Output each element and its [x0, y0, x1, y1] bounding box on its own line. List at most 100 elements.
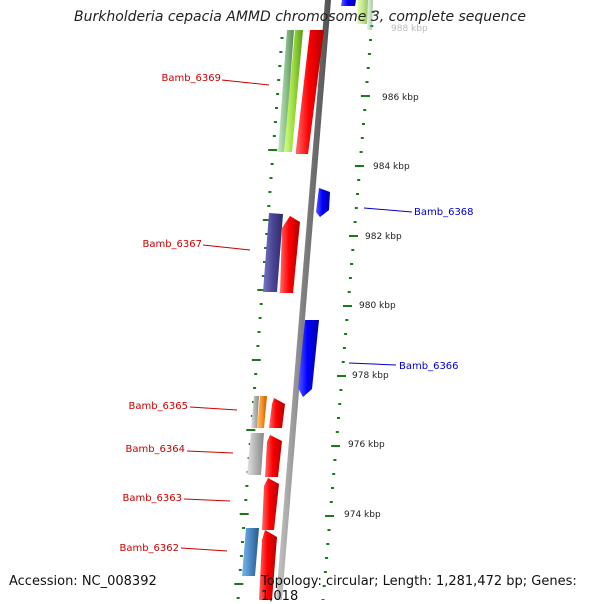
minor-tick: [360, 137, 364, 139]
major-tick: [268, 149, 278, 151]
minor-tick: [277, 79, 281, 81]
minor-tick: [365, 81, 369, 83]
minor-tick: [244, 499, 248, 501]
cds-red-reverse: [259, 530, 277, 600]
minor-tick: [357, 179, 361, 181]
gene-group-bamb-6363: [262, 478, 279, 530]
minor-tick: [323, 571, 327, 573]
ruler-label-982: 982 kbp: [365, 232, 402, 242]
gene-label-bamb-6367: Bamb_6367: [142, 239, 202, 250]
gene-group-bamb-6369: [278, 30, 324, 154]
minor-tick: [356, 193, 359, 195]
minor-tick: [347, 291, 351, 293]
major-tick: [349, 235, 358, 237]
minor-tick: [276, 93, 280, 95]
minor-tick: [267, 205, 271, 207]
minor-tick: [253, 387, 257, 389]
minor-tick: [273, 121, 277, 123]
major-tick: [251, 359, 261, 361]
minor-tick: [353, 221, 357, 223]
minor-tick: [354, 207, 358, 209]
minor-tick: [261, 275, 265, 277]
minor-tick: [338, 403, 342, 405]
minor-tick: [359, 151, 363, 153]
minor-tick: [280, 37, 284, 39]
minor-tick: [257, 331, 261, 333]
minor-tick: [242, 527, 246, 529]
outer-tick-track: [321, 11, 375, 600]
accession-text: Accession: NC_008392: [9, 574, 157, 589]
major-tick: [234, 583, 244, 585]
cds-red-reverse: [265, 435, 282, 477]
map-title: Burkholderia cepacia AMMD chromosome 3, …: [74, 9, 526, 25]
minor-tick: [326, 543, 330, 545]
gene-label-bamb-6368: Bamb_6368: [414, 207, 474, 218]
minor-tick: [278, 65, 282, 67]
major-tick: [257, 289, 267, 291]
minor-tick: [272, 135, 276, 137]
minor-tick: [362, 123, 365, 125]
minor-tick: [342, 347, 346, 349]
cds-bamb-6368: [316, 188, 330, 217]
minor-tick: [325, 557, 329, 559]
minor-tick: [339, 389, 343, 391]
minor-tick: [236, 597, 240, 599]
cds-red-reverse: [262, 478, 279, 530]
gene-label-bamb-6366: Bamb_6366: [399, 361, 459, 372]
minor-tick: [258, 317, 262, 319]
gene-label-bamb-6369: Bamb_6369: [161, 73, 221, 84]
minor-tick: [238, 569, 242, 571]
minor-tick: [335, 431, 339, 433]
cds-red-reverse: [269, 398, 285, 428]
ruler-label-980: 980 kbp: [359, 301, 396, 311]
minor-tick: [367, 53, 371, 55]
major-tick: [343, 305, 352, 307]
minor-tick: [332, 473, 336, 475]
gene-label-bamb-6363: Bamb_6363: [122, 493, 182, 504]
top-features: [341, 0, 373, 30]
minor-tick: [322, 585, 326, 587]
minor-tick: [341, 361, 345, 363]
minor-tick: [344, 333, 348, 335]
gene-group-bamb-6362: [242, 528, 277, 600]
minor-tick: [265, 233, 269, 235]
major-tick: [354, 165, 364, 167]
cds-grey: [251, 396, 259, 428]
minor-tick: [337, 417, 340, 419]
gene-label-bamb-6364: Bamb_6364: [125, 444, 185, 455]
cds-grey: [247, 433, 264, 475]
gene-group-bamb-6364: [247, 433, 282, 477]
minor-tick: [348, 277, 352, 279]
major-tick: [331, 445, 341, 447]
label-leaders: [180, 79, 413, 552]
minor-tick: [256, 345, 260, 347]
minor-tick: [327, 529, 331, 531]
minor-tick: [270, 163, 274, 165]
minor-tick: [369, 39, 373, 41]
minor-tick: [345, 319, 349, 321]
ruler-label-978: 978 kbp: [352, 371, 389, 381]
cds-sage: [278, 30, 294, 152]
major-tick: [239, 513, 249, 515]
minor-tick: [241, 541, 244, 543]
major-tick: [360, 95, 370, 97]
major-tick: [337, 375, 346, 377]
minor-tick: [350, 263, 354, 265]
ruler-label-984: 984 kbp: [373, 162, 410, 172]
ruler-label-974: 974 kbp: [344, 510, 381, 520]
ruler-label-988: 988 kbp: [391, 24, 428, 34]
minor-tick: [329, 501, 333, 503]
cds-orange: [257, 396, 267, 428]
minor-tick: [363, 109, 367, 111]
minor-tick: [333, 459, 337, 461]
minor-tick: [351, 249, 355, 251]
minor-tick: [331, 487, 334, 489]
gene-label-bamb-6365: Bamb_6365: [128, 401, 188, 412]
gene-group-bamb-6365: [251, 396, 285, 428]
major-tick: [246, 429, 256, 431]
cds-red-reverse: [296, 30, 324, 154]
cds-purple: [263, 213, 283, 292]
inner-tick-track: [234, 37, 284, 599]
minor-tick: [245, 485, 249, 487]
